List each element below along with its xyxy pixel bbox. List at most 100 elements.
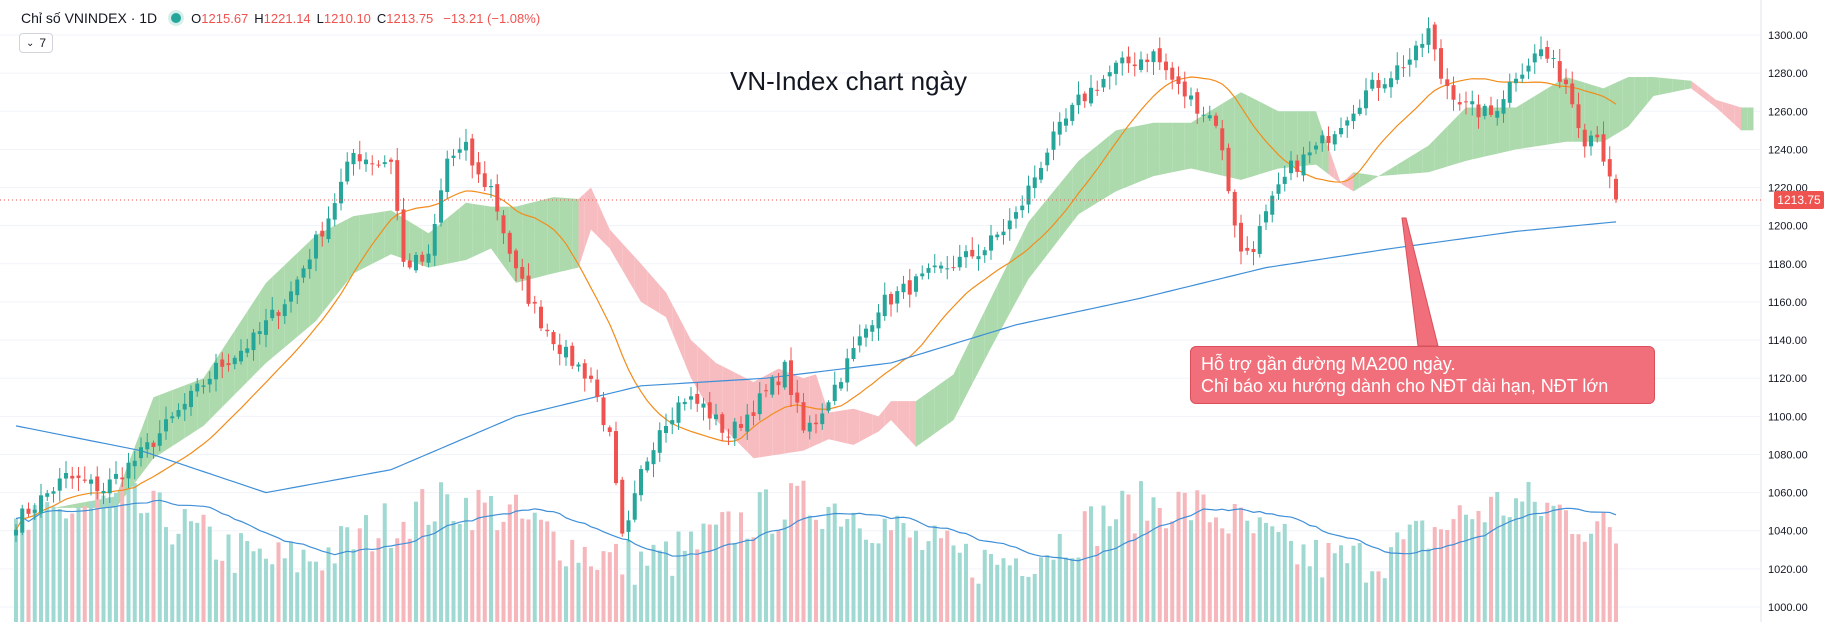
cloud-segment <box>666 292 673 333</box>
candle-body <box>570 345 575 366</box>
volume-bar <box>295 572 300 622</box>
candle <box>189 385 193 416</box>
cloud-segment <box>1597 86 1604 142</box>
candle-body <box>970 249 975 257</box>
volume-bar <box>1157 507 1162 622</box>
candle <box>907 268 912 308</box>
candle-body <box>745 414 750 432</box>
candle <box>1026 175 1031 214</box>
candle <box>1245 236 1250 255</box>
volume-bar <box>364 515 368 622</box>
cloud-segment <box>1741 107 1748 131</box>
candle-body <box>1020 205 1025 211</box>
candle-body <box>82 479 87 481</box>
candle <box>707 391 712 430</box>
cloud-segment <box>522 203 529 282</box>
candle <box>1551 49 1556 69</box>
candle <box>1189 87 1193 107</box>
cloud-segment <box>859 410 866 442</box>
candle <box>814 413 818 434</box>
cloud-segment <box>128 446 135 492</box>
volume-bar <box>45 502 50 622</box>
candle <box>276 309 281 330</box>
volume-bar <box>1451 519 1456 622</box>
candle <box>1614 174 1618 203</box>
candle-body <box>1032 177 1037 189</box>
cloud-segment <box>841 409 848 444</box>
volume-bar <box>1376 571 1381 622</box>
candle-body <box>226 363 231 366</box>
candle <box>1557 48 1562 89</box>
symbol-label[interactable]: Chỉ số VNINDEX · 1D <box>21 10 158 26</box>
volume-bar <box>757 492 762 622</box>
candle <box>832 371 837 406</box>
volume-bar <box>1020 576 1025 622</box>
volume-bar <box>682 550 687 622</box>
volume-bar <box>170 544 175 622</box>
volume-bar <box>451 521 456 622</box>
candle-body <box>76 475 81 478</box>
candle <box>551 329 556 351</box>
candle <box>664 413 668 443</box>
candle-body <box>301 268 306 278</box>
candle-body <box>632 493 637 520</box>
candle <box>1295 154 1300 178</box>
candle-body <box>232 357 237 365</box>
candle-body <box>820 413 825 425</box>
candle-body <box>1332 134 1337 145</box>
volume-bar <box>1551 505 1556 622</box>
volume-bar <box>445 494 450 622</box>
volume-bar <box>320 570 325 622</box>
cloud-segment <box>641 263 648 306</box>
indicators-toggle-button[interactable]: ⌄ 7 <box>19 33 54 53</box>
cloud-segment <box>1234 92 1241 180</box>
cloud-segment <box>1003 259 1010 325</box>
volume-bar <box>239 533 243 622</box>
candle <box>589 367 593 383</box>
candle-body <box>1501 99 1506 114</box>
cloud-segment <box>1528 96 1535 148</box>
candle <box>1420 33 1425 58</box>
volume-bar <box>1057 533 1062 622</box>
candle <box>782 359 787 390</box>
candle <box>807 415 812 440</box>
candle <box>689 387 693 410</box>
cloud-segment <box>1559 76 1566 143</box>
cloud-segment <box>1203 111 1210 173</box>
volume-bar <box>507 504 512 622</box>
volume-bar <box>414 501 418 622</box>
candle-body <box>1157 48 1162 63</box>
volume-bar <box>14 518 18 622</box>
volume-bar <box>920 549 925 622</box>
candle-body <box>476 162 481 175</box>
candle <box>239 339 243 365</box>
volume-bar <box>1495 492 1500 622</box>
candle <box>1014 206 1018 229</box>
candle <box>151 440 156 459</box>
volume-bar <box>257 548 262 622</box>
candle-body <box>857 336 862 346</box>
candle <box>214 353 218 392</box>
candle <box>282 299 287 324</box>
candle-body <box>1482 105 1487 116</box>
cloud-segment <box>1309 111 1316 166</box>
cloud-segment <box>822 393 829 443</box>
volume-bar <box>589 566 593 622</box>
candle <box>632 480 637 523</box>
volume-ma-line <box>15 499 1617 562</box>
candle <box>1576 92 1581 139</box>
candle-body <box>1139 59 1143 70</box>
cloud-segment <box>628 250 635 292</box>
volume-bar <box>495 530 500 622</box>
volume-bar <box>1339 545 1343 622</box>
volume-bar <box>932 525 937 622</box>
cloud-segment <box>653 278 660 314</box>
volume-bar <box>1295 564 1300 622</box>
candle <box>1145 53 1150 73</box>
candle <box>420 251 425 267</box>
cloud-segment <box>941 378 948 430</box>
cloud-segment <box>1428 139 1435 173</box>
volume-bar <box>51 506 56 622</box>
candle-body <box>695 393 700 404</box>
candle-body <box>170 416 175 419</box>
